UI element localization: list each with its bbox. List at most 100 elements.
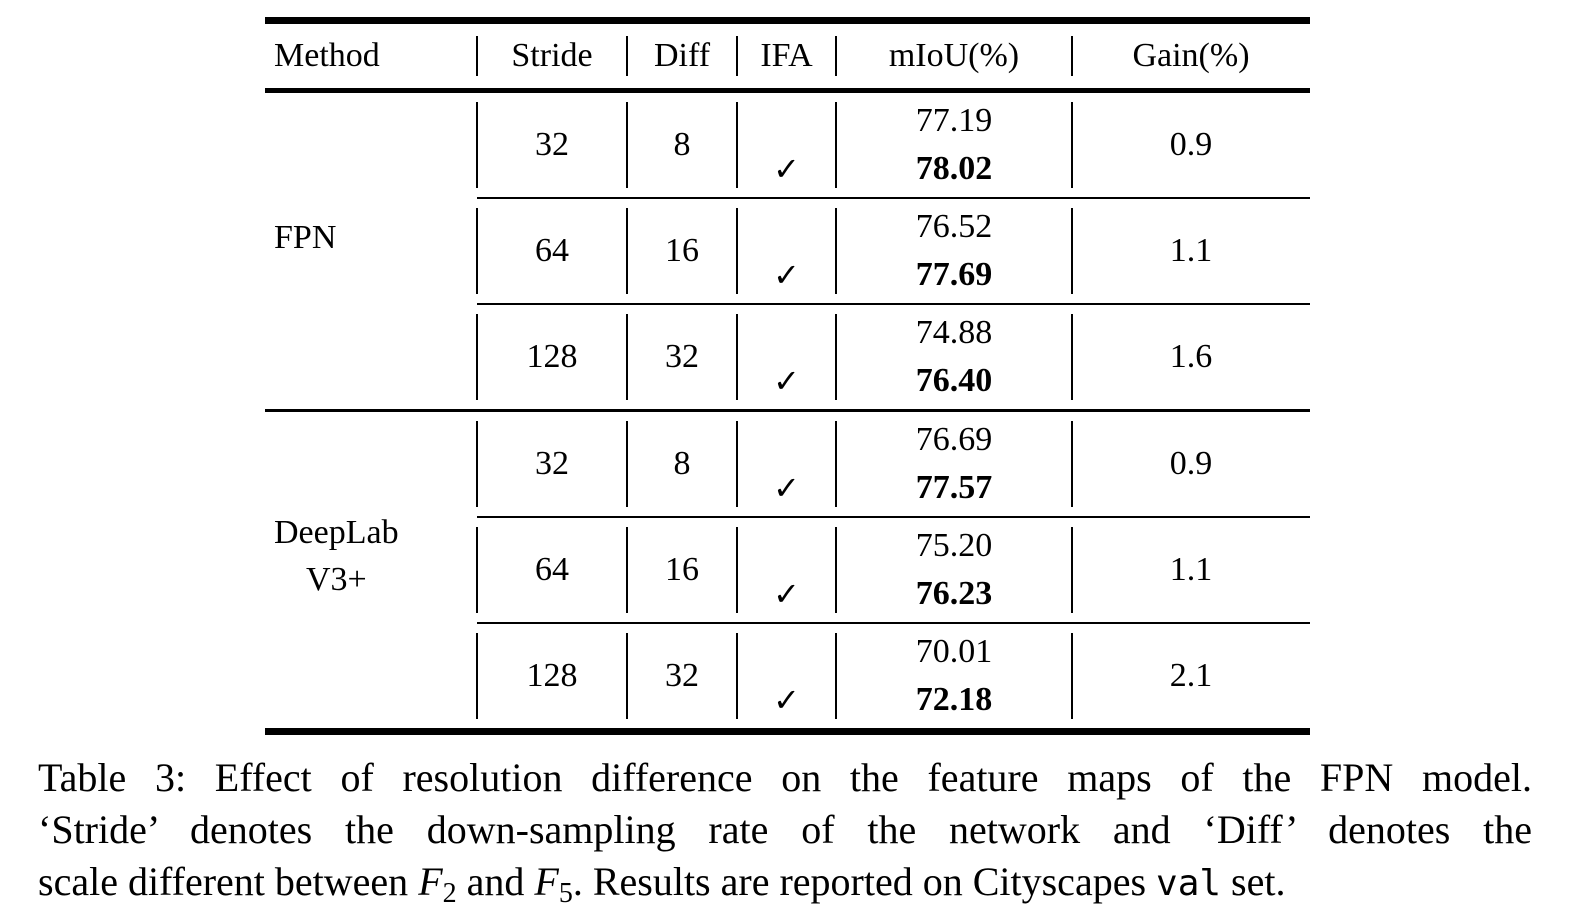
caption-segment: and bbox=[456, 859, 535, 904]
ifa-cell: ✓ bbox=[736, 91, 836, 199]
miou-ifa-value: 72.18 bbox=[915, 681, 993, 718]
method-line: V3+ bbox=[305, 561, 367, 598]
gain-cell: 1.6 bbox=[1071, 303, 1310, 411]
diff-cell: 16 bbox=[626, 197, 737, 304]
caption-line-1: Table 3: Effect of resolution difference… bbox=[38, 755, 1532, 800]
gain-cell: 1.1 bbox=[1071, 197, 1310, 304]
header-cell-diff: Diff bbox=[626, 20, 737, 93]
miou-stack: 77.19 78.02 bbox=[836, 93, 1072, 197]
miou-stack: 74.88 76.40 bbox=[836, 305, 1072, 409]
miou-ifa-value: 77.69 bbox=[915, 256, 993, 293]
row-fpn-stride128: 128 32 ✓ 74.88 76.40 1.6 bbox=[265, 303, 1310, 411]
header-cell-gain: Gain(%) bbox=[1071, 20, 1310, 93]
math-f5-subscript: 5 bbox=[558, 878, 573, 909]
stride-cell: 64 bbox=[476, 197, 627, 304]
ifa-cell: ✓ bbox=[736, 516, 836, 623]
header-cell-stride: Stride bbox=[476, 20, 627, 93]
miou-cell: 70.01 72.18 bbox=[835, 622, 1072, 732]
ifa-empty-line bbox=[737, 628, 836, 676]
miou-cell: 75.20 76.23 bbox=[835, 516, 1072, 623]
diff-cell: 32 bbox=[626, 622, 737, 732]
math-f2-symbol: F bbox=[418, 859, 443, 904]
stride-cell: 32 bbox=[476, 409, 627, 517]
ifa-empty-line bbox=[737, 203, 836, 251]
header-row: Method Stride Diff IFA mIoU(%) Gain(%) bbox=[265, 20, 1310, 93]
checkmark-icon: ✓ bbox=[773, 469, 800, 507]
row-fpn-stride64: 64 16 ✓ 76.52 77.69 1.1 bbox=[265, 197, 1310, 304]
ifa-empty-line bbox=[737, 522, 836, 570]
checkmark-icon: ✓ bbox=[773, 150, 800, 188]
miou-ifa-value: 76.23 bbox=[915, 575, 993, 612]
row-deeplab-stride32: DeepLab V3+ 32 8 ✓ 76.69 77.57 bbox=[265, 409, 1310, 732]
gain-cell: 0.9 bbox=[1071, 91, 1310, 199]
diff-cell: 8 bbox=[626, 91, 737, 199]
stride-cell: 128 bbox=[476, 303, 627, 411]
miou-cell: 74.88 76.40 bbox=[835, 303, 1072, 411]
caption-segment: set. bbox=[1221, 859, 1286, 904]
checkmark-icon: ✓ bbox=[773, 681, 800, 719]
ifa-stack: ✓ bbox=[737, 412, 836, 516]
miou-baseline-value: 70.01 bbox=[915, 633, 993, 670]
method-line: DeepLab bbox=[274, 514, 399, 551]
caption-segment: scale different between bbox=[38, 859, 419, 904]
math-f5-symbol: F bbox=[534, 859, 559, 904]
miou-baseline-value: 74.88 bbox=[915, 314, 993, 351]
row-fpn-stride32: FPN 32 8 ✓ 77.19 78.02 0.9 bbox=[265, 91, 1310, 256]
stride-cell: 64 bbox=[476, 516, 627, 623]
miou-stack: 75.20 76.23 bbox=[836, 518, 1072, 622]
checkmark-icon: ✓ bbox=[773, 362, 800, 400]
gain-cell: 1.1 bbox=[1071, 516, 1310, 623]
results-table: Method Stride Diff IFA mIoU(%) Gain(%) F… bbox=[265, 17, 1310, 735]
gain-cell: 2.1 bbox=[1071, 622, 1310, 732]
header-cell-method: Method bbox=[265, 20, 477, 93]
ifa-stack: ✓ bbox=[737, 93, 836, 197]
miou-ifa-value: 76.40 bbox=[915, 362, 993, 399]
gain-cell: 0.9 bbox=[1071, 409, 1310, 517]
miou-ifa-value: 78.02 bbox=[915, 150, 993, 187]
caption-segment: . Results are reported on Cityscapes bbox=[572, 859, 1157, 904]
method-line: FPN bbox=[274, 218, 337, 256]
method-cell-fpn: FPN bbox=[265, 91, 477, 411]
checkmark-icon: ✓ bbox=[773, 575, 800, 613]
header-cell-miou: mIoU(%) bbox=[835, 20, 1072, 93]
stride-cell: 128 bbox=[476, 622, 627, 732]
ifa-cell: ✓ bbox=[736, 409, 836, 517]
miou-cell: 76.52 77.69 bbox=[835, 197, 1072, 304]
caption-line-3: scale different between F2 and F5. Resul… bbox=[38, 856, 1532, 909]
miou-stack: 70.01 72.18 bbox=[836, 624, 1072, 728]
miou-baseline-value: 76.69 bbox=[915, 421, 993, 458]
miou-cell: 77.19 78.02 bbox=[835, 91, 1072, 199]
caption-line-2: ‘Stride’ denotes the down-sampling rate … bbox=[38, 807, 1532, 852]
ifa-stack: ✓ bbox=[737, 624, 836, 728]
ifa-empty-line bbox=[737, 97, 836, 145]
ifa-stack: ✓ bbox=[737, 518, 836, 622]
method-label: FPN bbox=[274, 214, 336, 261]
miou-ifa-value: 77.57 bbox=[915, 469, 993, 506]
method-label: DeepLab V3+ bbox=[274, 509, 399, 603]
ifa-cell: ✓ bbox=[736, 622, 836, 732]
checkmark-icon: ✓ bbox=[773, 256, 800, 294]
ifa-stack: ✓ bbox=[737, 305, 836, 409]
ifa-empty-line bbox=[737, 309, 836, 357]
math-f2-subscript: 2 bbox=[442, 878, 457, 909]
header-cell-ifa: IFA bbox=[736, 20, 836, 93]
miou-cell: 76.69 77.57 bbox=[835, 409, 1072, 517]
diff-cell: 16 bbox=[626, 516, 737, 623]
stride-cell: 32 bbox=[476, 91, 627, 199]
ifa-empty-line bbox=[737, 416, 836, 464]
miou-baseline-value: 75.20 bbox=[915, 527, 993, 564]
val-code-text: val bbox=[1156, 863, 1222, 904]
miou-baseline-value: 77.19 bbox=[915, 102, 993, 139]
row-deeplab-stride64: 64 16 ✓ 75.20 76.23 1.1 bbox=[265, 516, 1310, 623]
row-deeplab-stride128: 128 32 ✓ 70.01 72.18 2.1 bbox=[265, 622, 1310, 732]
diff-cell: 8 bbox=[626, 409, 737, 517]
ifa-cell: ✓ bbox=[736, 197, 836, 304]
ifa-cell: ✓ bbox=[736, 303, 836, 411]
method-cell-deeplab: DeepLab V3+ bbox=[265, 409, 477, 732]
table-caption: Table 3: Effect of resolution difference… bbox=[38, 752, 1532, 909]
miou-stack: 76.52 77.69 bbox=[836, 199, 1072, 303]
miou-baseline-value: 76.52 bbox=[915, 208, 993, 245]
miou-stack: 76.69 77.57 bbox=[836, 412, 1072, 516]
diff-cell: 32 bbox=[626, 303, 737, 411]
